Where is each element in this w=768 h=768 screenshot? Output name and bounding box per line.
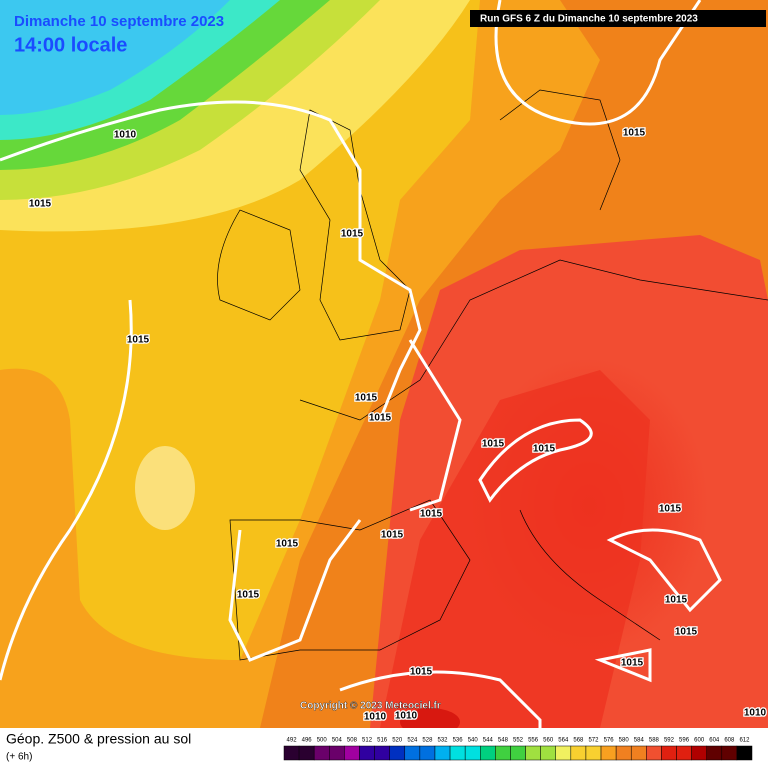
field-cyan	[0, 0, 230, 115]
scale-swatch	[449, 745, 466, 761]
isobar-label: 1015	[369, 413, 392, 424]
scale-label: 544	[483, 738, 494, 744]
isobar-label: 1015	[675, 627, 698, 638]
scale-label: 580	[619, 738, 630, 744]
scale-swatch	[630, 745, 647, 761]
scale-label: 512	[362, 738, 373, 744]
scale-swatch	[510, 745, 526, 761]
scale-label: 588	[649, 738, 660, 744]
isobar-label: 1015	[237, 590, 260, 601]
scale-swatch	[615, 745, 632, 761]
isobar-label: 1015	[665, 595, 688, 606]
scale-label: 596	[679, 738, 690, 744]
scale-label: 528	[422, 738, 433, 744]
scale-label: 508	[347, 738, 358, 744]
isobar-label: 1015	[659, 504, 682, 515]
scale-swatch	[661, 745, 677, 761]
isobar-label: 1015	[410, 667, 433, 678]
isobar-label: 1015	[623, 128, 646, 139]
copyright: Copyright © 2023 Meteociel.fr	[300, 701, 441, 712]
run-label: Run GFS 6 Z du Dimanche 10 septembre 202…	[480, 14, 698, 25]
scale-label: 552	[513, 738, 524, 744]
isobar-label: 1015	[355, 393, 378, 404]
isobar-label: 1010	[744, 708, 767, 719]
scale-swatch	[298, 745, 315, 761]
isobar-label: 1015	[341, 229, 364, 240]
scale-label: 496	[302, 738, 313, 744]
isobar-label: 1015	[381, 530, 404, 541]
scale-swatch	[419, 745, 436, 761]
coastlines	[217, 89, 768, 661]
scale-label: 564	[558, 738, 569, 744]
scale-swatch	[600, 745, 617, 761]
scale-label: 500	[317, 738, 328, 744]
isobar-label: 1015	[482, 439, 505, 450]
scale-label: 548	[498, 738, 509, 744]
scale-label: 600	[694, 738, 705, 744]
scale-label: 492	[287, 738, 298, 744]
isobar-label: 1015	[533, 444, 556, 455]
scale-swatch	[721, 745, 738, 761]
scale-swatch	[646, 745, 662, 761]
isobar-label: 1015	[127, 335, 150, 346]
isobar-label: 1015	[276, 539, 299, 550]
scale-label: 568	[573, 738, 584, 744]
scale-swatch	[389, 745, 406, 761]
scale-swatch	[480, 745, 496, 761]
field-pale-cell	[135, 446, 195, 530]
scale-swatch	[374, 745, 390, 761]
isobars	[0, 0, 722, 728]
scale-label: 560	[543, 738, 554, 744]
scale-label: 572	[588, 738, 599, 744]
time-label: 14:00 locale	[14, 34, 127, 56]
isobar-label: 1010	[364, 712, 387, 723]
scale-swatch	[495, 745, 511, 761]
scale-label: 516	[377, 738, 388, 744]
scale-label: 540	[468, 738, 479, 744]
scale-swatch	[585, 745, 602, 761]
scale-swatch	[313, 745, 330, 761]
isobar-label: 1010	[114, 130, 137, 141]
scale-swatch	[736, 745, 753, 761]
scale-label: 520	[392, 738, 403, 744]
isobar-label: 1015	[29, 199, 52, 210]
date-label: Dimanche 10 septembre 2023	[14, 13, 224, 30]
scale-swatch	[691, 745, 707, 761]
scale-swatch	[283, 745, 300, 761]
scale-swatch	[359, 745, 375, 761]
scale-swatch	[434, 745, 451, 761]
scale-swatch	[676, 745, 692, 761]
isobar-label: 1015	[420, 509, 443, 520]
scale-label: 524	[407, 738, 418, 744]
scale-label: 536	[453, 738, 464, 744]
scale-swatch	[344, 745, 360, 761]
scale-label: 608	[724, 738, 735, 744]
scale-swatch	[706, 745, 723, 761]
scale-label: 612	[739, 738, 750, 744]
scale-swatch	[555, 745, 572, 761]
scale-swatch	[525, 745, 541, 761]
scale-label: 532	[438, 738, 449, 744]
run-banner	[470, 10, 766, 27]
scale-label: 576	[604, 738, 615, 744]
scale-swatch	[464, 745, 481, 761]
scale-label: 592	[664, 738, 675, 744]
field-dark-red	[380, 370, 650, 728]
scale-swatch	[404, 745, 421, 761]
isobar-label: 1010	[395, 711, 418, 722]
scale-swatch	[570, 745, 587, 761]
scale-label: 584	[634, 738, 645, 744]
scale-swatch	[540, 745, 556, 761]
scale-label: 604	[709, 738, 720, 744]
scale-label: 556	[528, 738, 539, 744]
footer-title: Géop. Z500 & pression au sol	[6, 731, 191, 747]
isobar-label: 1015	[621, 658, 644, 669]
scale-swatch	[329, 745, 345, 761]
scale-label: 504	[332, 738, 343, 744]
footer-subtitle: (+ 6h)	[6, 752, 32, 763]
